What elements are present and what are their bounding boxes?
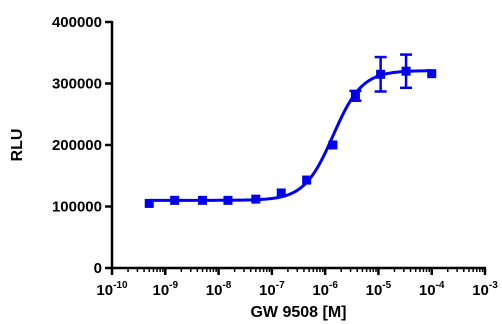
data-point bbox=[223, 195, 233, 205]
plot-area bbox=[144, 53, 437, 208]
data-point bbox=[276, 188, 286, 198]
data-point bbox=[376, 69, 386, 79]
y-tick-label: 100000 bbox=[52, 199, 102, 216]
y-axis-title: RLU bbox=[9, 129, 26, 162]
fit-curve bbox=[149, 69, 432, 202]
y-tick-label: 200000 bbox=[52, 137, 102, 154]
x-tick-label: 10-8 bbox=[206, 280, 232, 299]
data-point bbox=[170, 195, 180, 205]
y-tick-label: 400000 bbox=[52, 14, 102, 31]
y-tick-label: 0 bbox=[94, 260, 102, 277]
x-tick-label: 10-10 bbox=[96, 280, 128, 299]
data-point bbox=[198, 195, 208, 205]
x-tick-label: 10-9 bbox=[152, 280, 178, 299]
data-point bbox=[328, 140, 338, 150]
data-point bbox=[144, 198, 154, 208]
x-tick-label: 10-6 bbox=[312, 280, 338, 299]
x-tick-label: 10-5 bbox=[366, 280, 392, 299]
data-point bbox=[302, 175, 312, 185]
x-tick-label: 10-3 bbox=[472, 280, 498, 299]
data-point bbox=[401, 66, 411, 76]
data-point bbox=[427, 69, 437, 79]
y-tick-label: 300000 bbox=[52, 76, 102, 93]
data-point bbox=[350, 91, 360, 101]
x-tick-label: 10-4 bbox=[419, 280, 445, 299]
data-point bbox=[251, 194, 261, 204]
y-ticks: 0 100000 200000 300000 400000 bbox=[52, 14, 112, 277]
x-ticks: 10-10 10-9 10-8 10-7 10-6 10-5 10-4 10-3 bbox=[96, 268, 498, 299]
x-axis-title: GW 9508 [M] bbox=[250, 304, 346, 321]
x-tick-label: 10-7 bbox=[259, 280, 285, 299]
